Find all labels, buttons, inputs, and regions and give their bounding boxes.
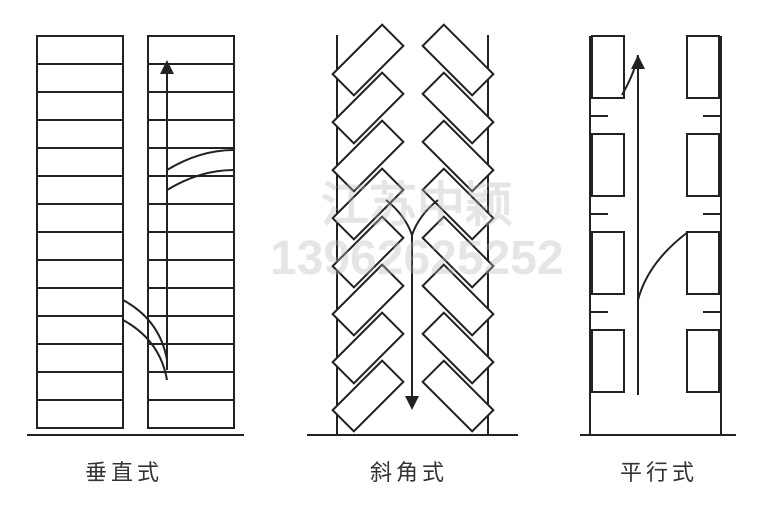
label-angled: 斜角式 [370,455,448,487]
diagram-svg [0,0,759,515]
label-parallel: 平行式 [620,455,698,487]
label-perpendicular: 垂直式 [85,455,163,487]
diagram-container: 垂直式 斜角式 平行式 江苏中颖 13962625252 [0,0,759,515]
